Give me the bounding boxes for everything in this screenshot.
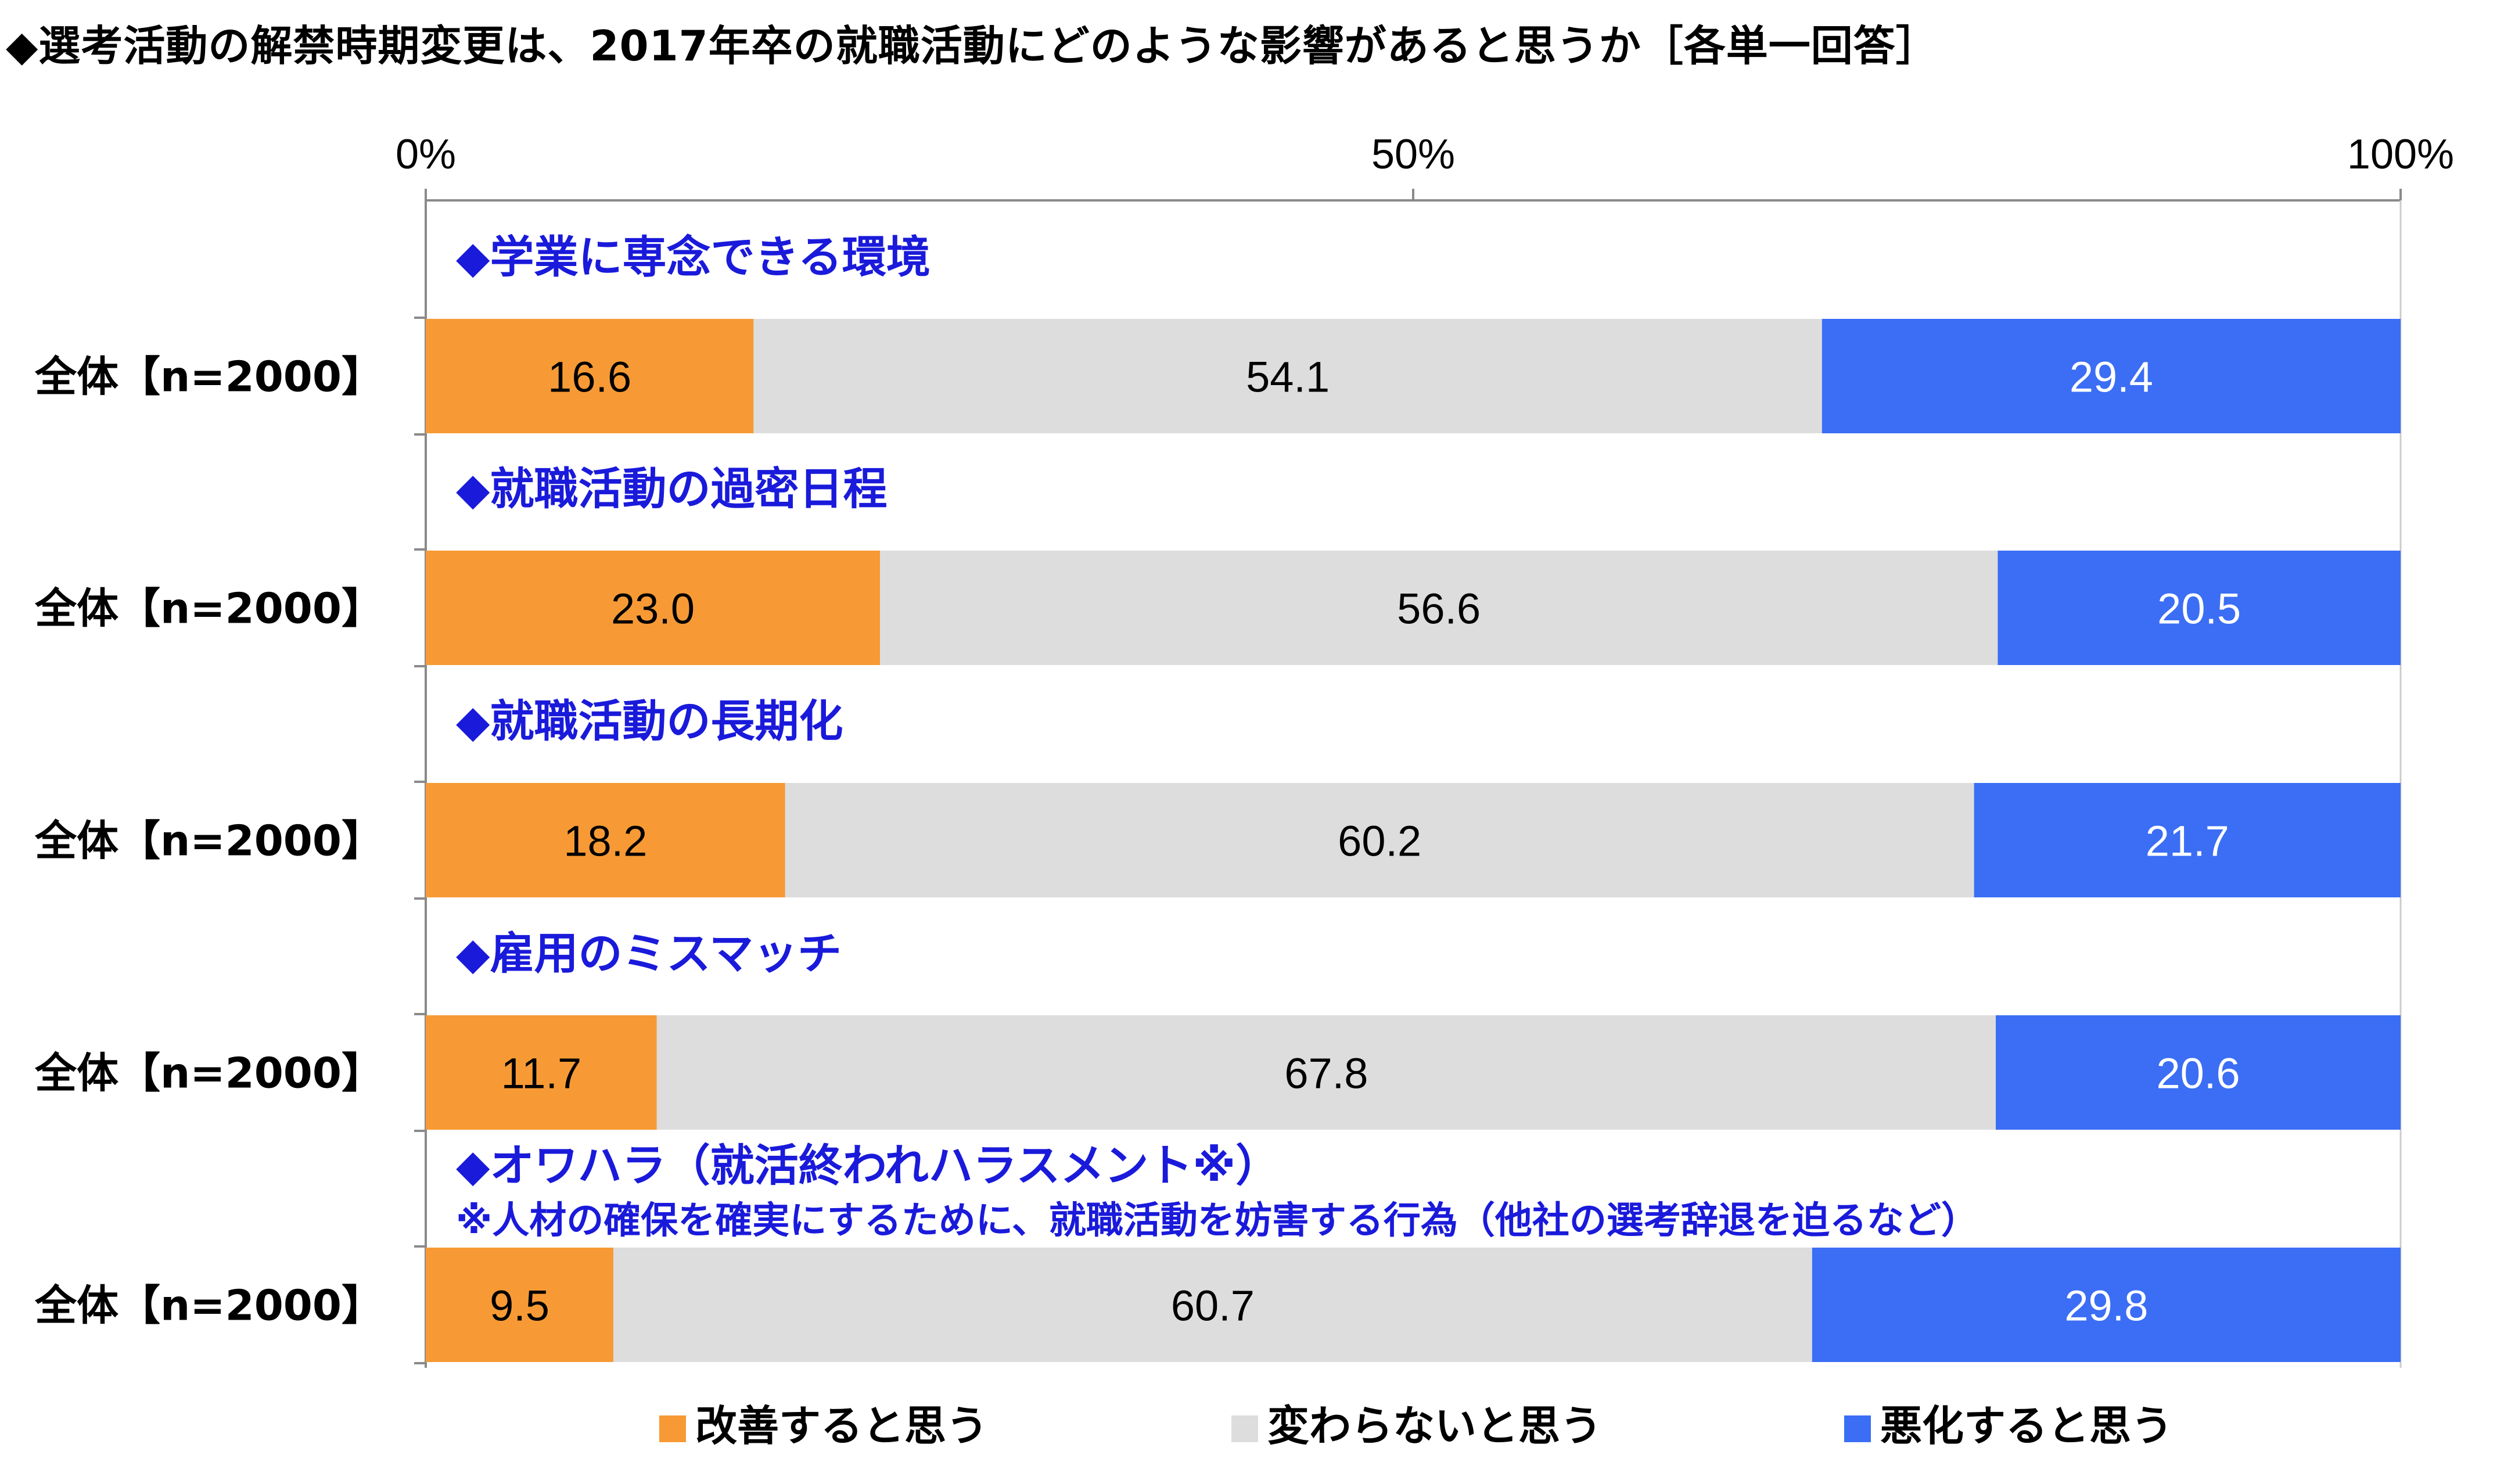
data-label: 23.0 — [611, 585, 695, 633]
legend-swatch — [659, 1415, 686, 1442]
bar-segment — [785, 783, 1974, 897]
section-title: ◆学業に専念できる環境 — [456, 231, 931, 283]
bars-layer — [426, 319, 2401, 1362]
data-label: 9.5 — [490, 1282, 549, 1330]
bar-segment — [426, 1015, 657, 1130]
data-label: 20.6 — [2156, 1050, 2240, 1098]
bar-segment — [1812, 1248, 2401, 1362]
bar-segment — [1998, 551, 2401, 665]
category-label: 全体【n=2000】 — [34, 353, 383, 401]
bar-segment — [1822, 319, 2401, 433]
data-label: 29.4 — [2070, 353, 2153, 401]
bar-segment — [880, 551, 1998, 665]
legend-swatch — [1231, 1415, 1258, 1442]
data-label: 16.6 — [548, 353, 631, 401]
data-label: 54.1 — [1246, 353, 1330, 401]
data-label: 18.2 — [563, 817, 647, 865]
section-title: ◆就職活動の長期化 — [456, 695, 843, 747]
category-label: 全体【n=2000】 — [34, 584, 383, 633]
legend-label: 変わらないと思う — [1267, 1402, 1602, 1450]
section-title: ◆雇用のミスマッチ — [456, 928, 842, 979]
legend: 改善すると思う 変わらないと思う 悪化すると思う — [659, 1402, 2173, 1450]
data-label: 56.6 — [1397, 585, 1481, 633]
data-label: 21.7 — [2146, 817, 2229, 865]
section-title: ◆オワハラ（就活終われハラスメント※） — [456, 1140, 1280, 1191]
bar-segment — [753, 319, 1822, 433]
data-label: 29.8 — [2064, 1282, 2148, 1330]
bar-segment — [426, 551, 880, 665]
category-label: 全体【n=2000】 — [34, 1049, 383, 1098]
legend-label: 悪化すると思う — [1880, 1402, 2173, 1450]
section-title: ◆就職活動の過密日程 — [456, 463, 887, 515]
bar-segment — [426, 319, 754, 433]
data-label: 60.2 — [1338, 817, 1421, 865]
data-label: 67.8 — [1284, 1050, 1368, 1098]
bar-segment — [426, 1248, 613, 1362]
data-label: 11.7 — [501, 1050, 582, 1098]
x-tick-label: 100% — [2347, 131, 2454, 178]
bar-segment — [1996, 1015, 2401, 1130]
data-label: 60.7 — [1171, 1282, 1255, 1330]
chart-title: ◆選考活動の解禁時期変更は、2017年卒の就職活動にどのような影響があると思うか… — [6, 21, 1938, 70]
category-label: 全体【n=2000】 — [34, 1281, 383, 1330]
bar-segment — [1974, 783, 2401, 897]
data-label: 20.5 — [2157, 585, 2241, 633]
bar-segment — [656, 1015, 1996, 1130]
x-tick-label: 0% — [396, 131, 456, 178]
section-note: ※人材の確保を確実にするために、就職活動を妨害する行為（他社の選考辞退を迫るなど… — [456, 1199, 1978, 1242]
category-label: 全体【n=2000】 — [34, 817, 383, 865]
bar-segment — [426, 783, 785, 897]
legend-label: 改善すると思う — [695, 1402, 988, 1450]
legend-swatch — [1844, 1415, 1871, 1442]
bar-segment — [613, 1248, 1812, 1362]
x-tick-label: 50% — [1371, 131, 1455, 178]
